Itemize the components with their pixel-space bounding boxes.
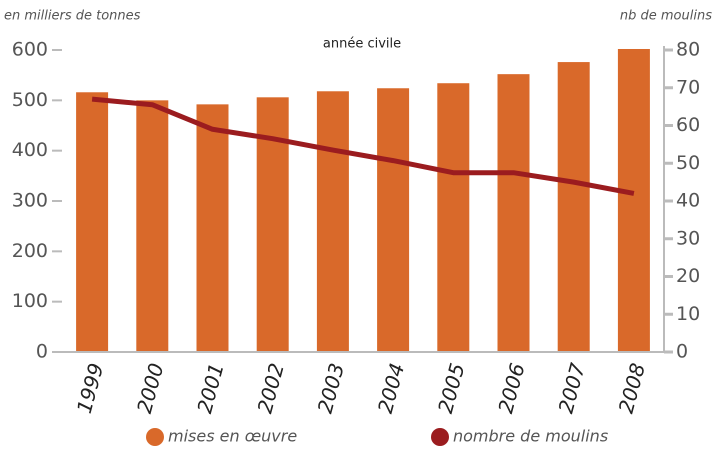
bar (557, 62, 590, 353)
x-tick-label: 2003 (313, 361, 349, 416)
x-tick-label: 2006 (493, 361, 529, 416)
x-tick-label: 2004 (373, 361, 409, 416)
x-tick-label: 2005 (433, 361, 469, 416)
legend-label: nombre de moulins (453, 427, 608, 446)
y2-axis-label: nb de moulins (620, 9, 712, 24)
line (91, 96, 635, 196)
y-tick-label: 500 (12, 89, 48, 111)
legend-marker (431, 428, 449, 446)
y2-tick-label: 40 (676, 190, 700, 212)
bar (76, 92, 109, 352)
y2-tick-label: 30 (676, 227, 700, 249)
bar (617, 48, 650, 352)
y-axis-label: en milliers de tonnes (4, 9, 141, 24)
y2-tick-label: 80 (676, 39, 700, 61)
bar (437, 83, 470, 352)
y-tick-label: 400 (12, 139, 48, 161)
y2-tick-label: 60 (676, 114, 700, 136)
y-tick-label: 600 (12, 39, 48, 61)
legend-label: mises en œuvre (168, 427, 297, 446)
y-tick-label: 200 (12, 240, 48, 262)
y-tick-label: 0 (36, 341, 48, 363)
x-tick-label: 2000 (132, 361, 168, 416)
bar (136, 100, 169, 352)
y2-tick-label: 10 (676, 303, 700, 325)
x-tick-label: 2008 (614, 361, 650, 416)
y2-tick-label: 50 (676, 152, 700, 174)
x-tick-label: 2007 (553, 360, 589, 416)
x-tick-label: 2001 (192, 361, 228, 416)
annotation: année civile (323, 37, 401, 52)
bar (377, 88, 410, 353)
legend-marker (146, 428, 164, 446)
y2-tick-label: 70 (676, 76, 700, 98)
bar (497, 74, 530, 352)
y-tick-label: 100 (12, 290, 48, 312)
bar (316, 91, 349, 353)
x-tick-label: 1999 (72, 361, 108, 416)
y2-tick-label: 0 (676, 341, 688, 363)
x-tick-label: 2002 (252, 361, 288, 416)
bar (196, 104, 229, 352)
y2-tick-label: 20 (676, 265, 700, 287)
y-tick-label: 300 (12, 190, 48, 212)
